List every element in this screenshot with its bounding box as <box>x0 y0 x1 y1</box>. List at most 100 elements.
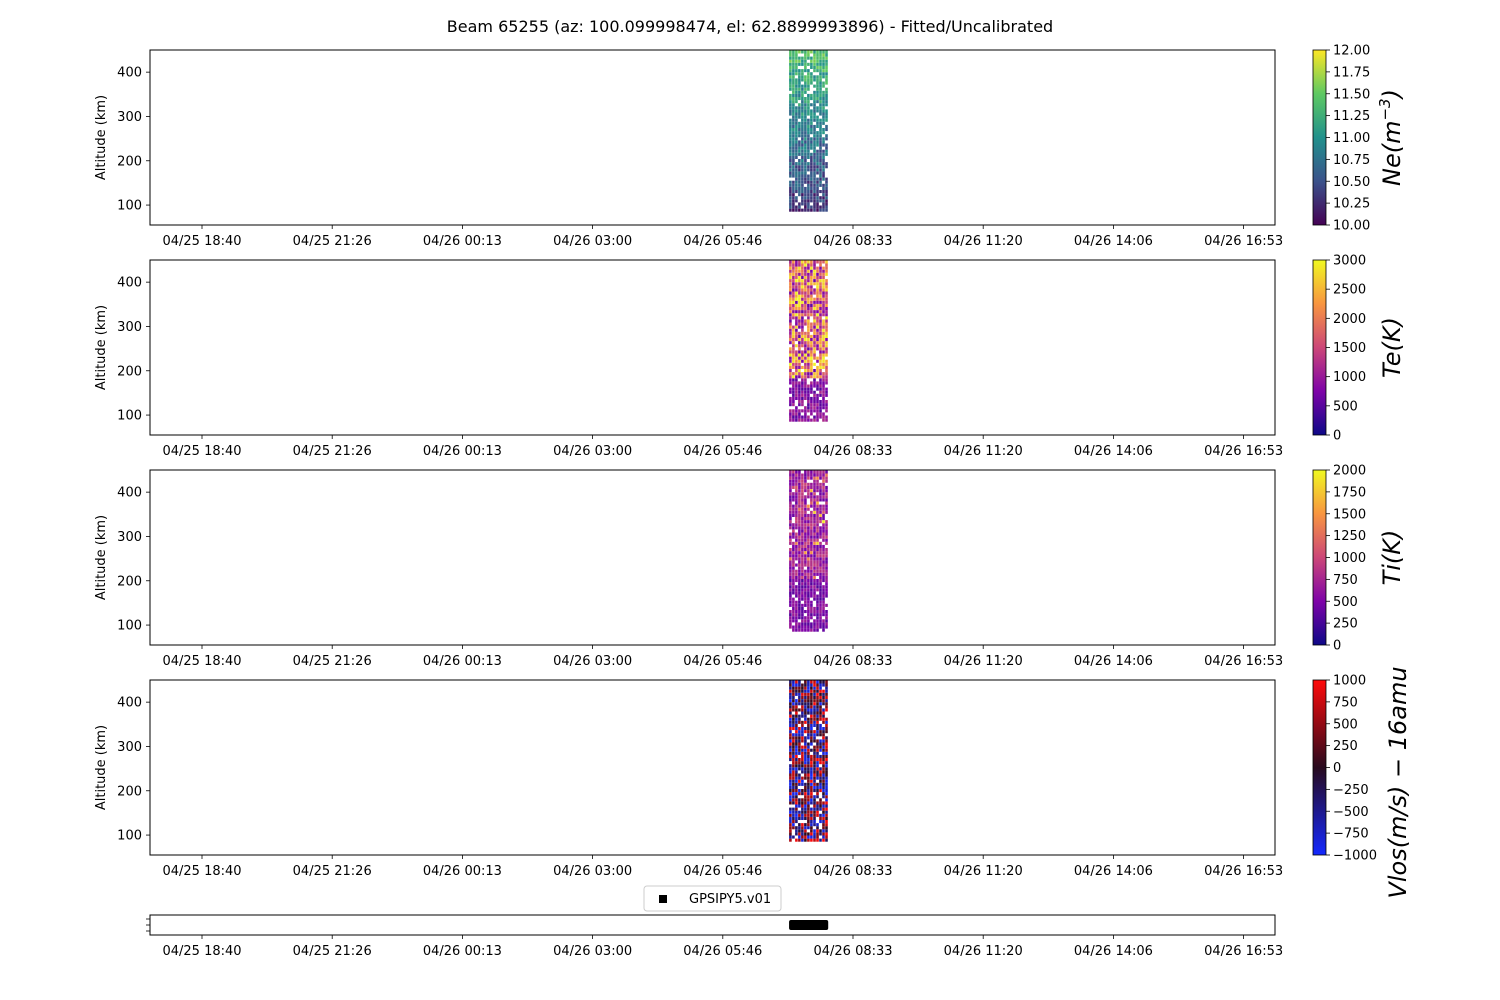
heatmap-cell <box>825 588 828 592</box>
heatmap-cell <box>819 779 822 783</box>
heatmap-cell <box>795 513 798 517</box>
heatmap-cell <box>822 594 825 598</box>
heatmap-cell <box>816 196 819 200</box>
heatmap-cell <box>789 798 792 802</box>
ytick-label: 300 <box>117 320 142 335</box>
heatmap-cell <box>813 504 816 508</box>
heatmap-cell <box>801 208 804 212</box>
heatmap-cell <box>822 84 825 88</box>
heatmap-cell <box>810 159 813 163</box>
heatmap-cell <box>804 798 807 802</box>
heatmap-cell <box>825 492 828 496</box>
heatmap-cell <box>825 495 828 499</box>
heatmap-cell <box>792 773 795 777</box>
heatmap-cell <box>801 112 804 116</box>
heatmap-cell <box>789 69 792 73</box>
heatmap-cell <box>813 730 816 734</box>
heatmap-cell <box>822 507 825 511</box>
heatmap-cell <box>792 279 795 283</box>
heatmap-cell <box>804 359 807 363</box>
heatmap-cell <box>792 115 795 119</box>
heatmap-cell <box>804 152 807 156</box>
heatmap-cell <box>819 310 822 314</box>
heatmap-cell <box>816 319 819 323</box>
heatmap-cell <box>795 680 798 684</box>
heatmap-cell <box>801 165 804 169</box>
heatmap-cell <box>822 776 825 780</box>
heatmap-cell <box>822 121 825 125</box>
panel3-xtick-label: 04/26 08:33 <box>813 654 892 669</box>
heatmap-cell <box>792 476 795 480</box>
heatmap-cell <box>798 266 801 270</box>
ytick-label: 200 <box>117 574 142 589</box>
heatmap-cell <box>810 118 813 122</box>
heatmap-cell <box>798 544 801 548</box>
ytick-label: 100 <box>117 199 142 214</box>
heatmap-cell <box>825 272 828 276</box>
heatmap-cell <box>822 359 825 363</box>
heatmap-cell <box>825 566 828 570</box>
heatmap-cell <box>789 754 792 758</box>
heatmap-cell <box>825 353 828 357</box>
heatmap-cell <box>825 375 828 379</box>
heatmap-cell <box>816 369 819 373</box>
heatmap-cell <box>804 353 807 357</box>
heatmap-cell <box>807 128 810 132</box>
heatmap-cell <box>822 702 825 706</box>
heatmap-cell <box>807 146 810 150</box>
heatmap-cell <box>804 65 807 69</box>
heatmap-cell <box>819 87 822 91</box>
heatmap-cell <box>789 689 792 693</box>
heatmap-cell <box>804 695 807 699</box>
heatmap-cell <box>792 152 795 156</box>
heatmap-cell <box>813 75 816 79</box>
heatmap-cell <box>807 482 810 486</box>
heatmap-cell <box>825 137 828 141</box>
heatmap-cell <box>804 579 807 583</box>
panel4-xtick-label: 04/26 16:53 <box>1204 864 1283 879</box>
heatmap-cell <box>825 795 828 799</box>
heatmap-cell <box>789 418 792 422</box>
heatmap-cell <box>795 294 798 298</box>
heatmap-cell <box>798 625 801 629</box>
heatmap-cell <box>816 359 819 363</box>
heatmap-cell <box>813 529 816 533</box>
heatmap-cell <box>813 59 816 63</box>
heatmap-cell <box>810 109 813 113</box>
heatmap-cell <box>807 680 810 684</box>
heatmap-cell <box>792 485 795 489</box>
heatmap-cell <box>819 813 822 817</box>
heatmap-cell <box>819 65 822 69</box>
heatmap-cell <box>825 365 828 369</box>
heatmap-cell <box>795 686 798 690</box>
heatmap-cell <box>795 350 798 354</box>
heatmap-cell <box>819 279 822 283</box>
heatmap-cell <box>822 498 825 502</box>
heatmap-cell <box>801 174 804 178</box>
heatmap-cell <box>792 529 795 533</box>
heatmap-cell <box>825 730 828 734</box>
heatmap-cell <box>795 344 798 348</box>
heatmap-cell <box>816 680 819 684</box>
heatmap-cell <box>813 745 816 749</box>
heatmap-cell <box>792 532 795 536</box>
heatmap-cell <box>819 613 822 617</box>
heatmap-cell <box>804 504 807 508</box>
heatmap-cell <box>792 59 795 63</box>
heatmap-cell <box>813 338 816 342</box>
heatmap-cell <box>801 823 804 827</box>
heatmap-cell <box>798 75 801 79</box>
heatmap-cell <box>822 378 825 382</box>
heatmap-cell <box>801 686 804 690</box>
heatmap-cell <box>816 159 819 163</box>
heatmap-cell <box>816 393 819 397</box>
heatmap-cell <box>810 56 813 60</box>
heatmap-cell <box>819 473 822 477</box>
heatmap-cell <box>816 331 819 335</box>
heatmap-cell <box>798 495 801 499</box>
heatmap-cell <box>807 375 810 379</box>
heatmap-cell <box>795 168 798 172</box>
heatmap-cell <box>816 795 819 799</box>
heatmap-cell <box>807 600 810 604</box>
heatmap-cell <box>813 269 816 273</box>
